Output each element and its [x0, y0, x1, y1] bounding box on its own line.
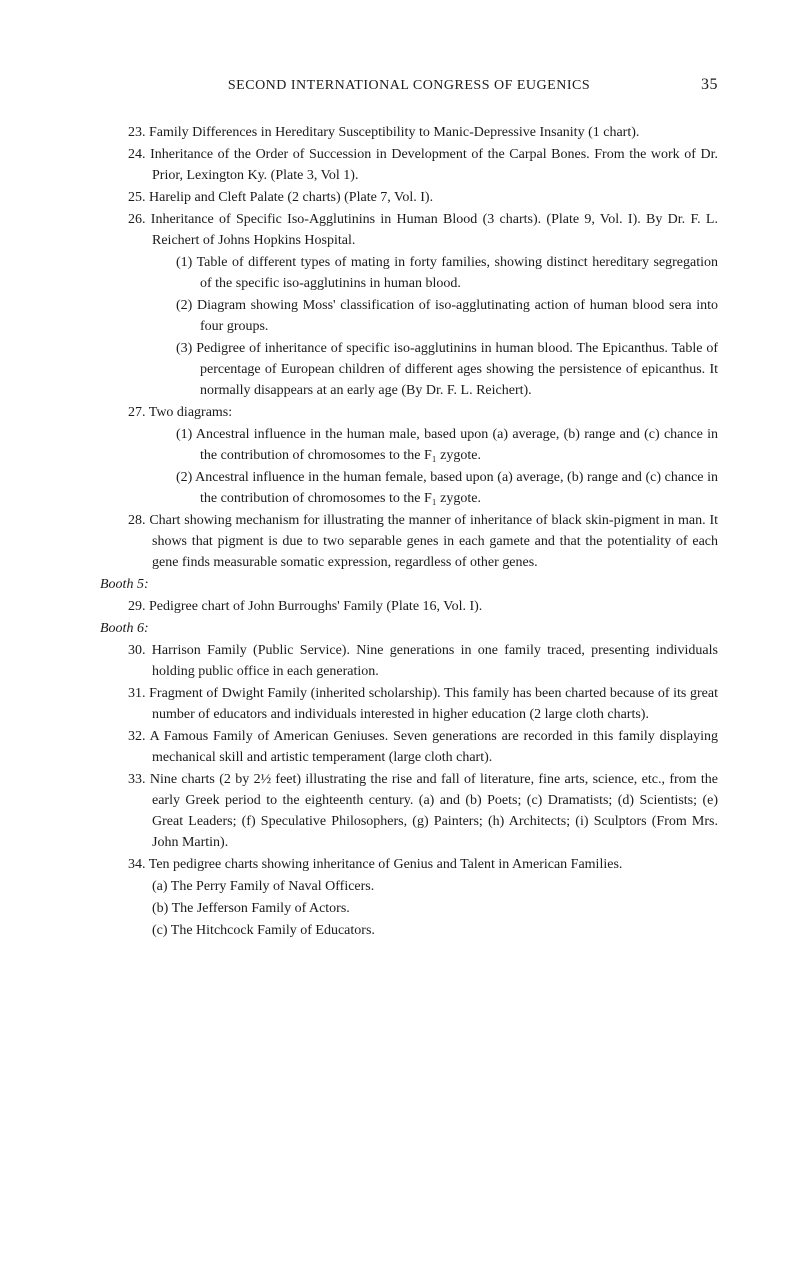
list-item-28: 28. Chart showing mechanism for illustra… — [100, 510, 718, 573]
running-title: SECOND INTERNATIONAL CONGRESS OF EUGENIC… — [228, 75, 590, 96]
list-item-23: 23. Family Differences in Hereditary Sus… — [100, 122, 718, 143]
list-item-27: 27. Two diagrams: — [100, 402, 718, 423]
list-item-26-sub-3: (3) Pedigree of inheritance of specific … — [100, 338, 718, 401]
page-header: SECOND INTERNATIONAL CONGRESS OF EUGENIC… — [100, 75, 718, 96]
list-item-34-b: (b) The Jefferson Family of Actors. — [100, 898, 718, 919]
list-item-34-a: (a) The Perry Family of Naval Officers. — [100, 876, 718, 897]
list-item-31: 31. Fragment of Dwight Family (inherited… — [100, 683, 718, 725]
list-item-34: 34. Ten pedigree charts showing inherita… — [100, 854, 718, 875]
list-item-33: 33. Nine charts (2 by 2½ feet) illustrat… — [100, 769, 718, 853]
list-item-26-sub-2: (2) Diagram showing Moss' classification… — [100, 295, 718, 337]
list-item-26-sub-1: (1) Table of different types of mating i… — [100, 252, 718, 294]
list-item-29: 29. Pedigree chart of John Burroughs' Fa… — [100, 596, 718, 617]
list-item-26: 26. Inheritance of Specific Iso-Agglutin… — [100, 209, 718, 251]
list-item-24: 24. Inheritance of the Order of Successi… — [100, 144, 718, 186]
list-item-25: 25. Harelip and Cleft Palate (2 charts) … — [100, 187, 718, 208]
list-item-34-c: (c) The Hitchcock Family of Educators. — [100, 920, 718, 941]
list-item-32: 32. A Famous Family of American Geniuses… — [100, 726, 718, 768]
list-item-27-sub-2: (2) Ancestral influence in the human fem… — [100, 467, 718, 509]
booth-6-heading: Booth 6: — [100, 618, 718, 639]
page-number: 35 — [701, 73, 718, 97]
list-item-27-sub-1: (1) Ancestral influence in the human mal… — [100, 424, 718, 466]
booth-5-heading: Booth 5: — [100, 574, 718, 595]
page: SECOND INTERNATIONAL CONGRESS OF EUGENIC… — [0, 0, 800, 1002]
list-item-30: 30. Harrison Family (Public Service). Ni… — [100, 640, 718, 682]
